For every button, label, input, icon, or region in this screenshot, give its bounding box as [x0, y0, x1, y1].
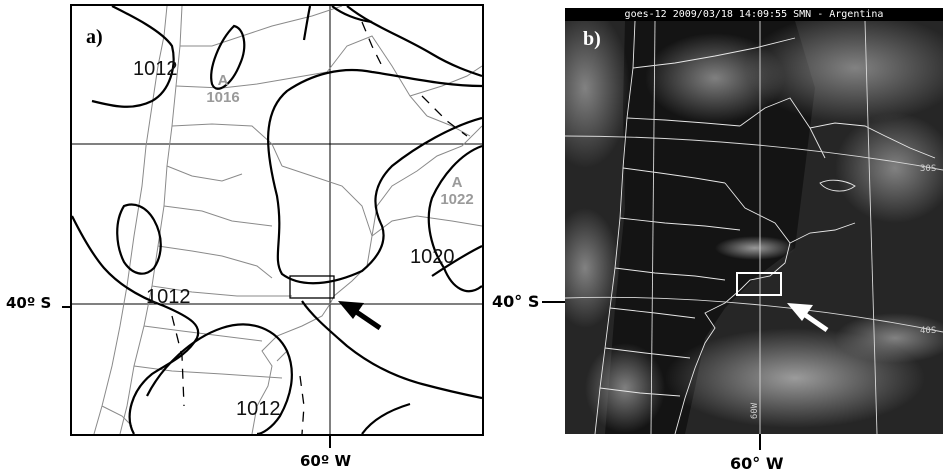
latitude-tick-b [542, 301, 565, 303]
brazil-b [809, 122, 936, 159]
isobar-bottom [361, 402, 411, 434]
map-grid [72, 6, 482, 434]
isobar-1020-tail [431, 245, 482, 277]
satellite-header: goes-12 2009/03/18 14:09:55 SMN - Argent… [565, 8, 943, 21]
latitude-label-a: 40º S [6, 294, 52, 312]
isobar-1020-upper [346, 6, 482, 78]
land-mass [605, 21, 815, 434]
high-value: 1016 [206, 89, 240, 106]
province-border-5 [166, 165, 243, 182]
graticule-label-60w: 60W [750, 402, 761, 420]
border-b-3 [739, 97, 826, 159]
southern-islands [101, 405, 133, 427]
cloud-fields [565, 8, 943, 433]
isobar-1016-closed [210, 24, 246, 90]
isobar-top-2 [302, 6, 312, 41]
satellite-borders [594, 20, 936, 434]
isobar-1012-closed-south [146, 323, 293, 434]
brazil-border-2 [426, 115, 471, 137]
brazil-border [409, 65, 482, 97]
border-b-6 [614, 267, 726, 281]
black-arrow-icon [338, 301, 382, 331]
high-value: 1022 [440, 191, 474, 208]
province-border-8 [151, 285, 292, 297]
graticule-lon-70 [650, 20, 656, 434]
province-border-1 [180, 6, 343, 47]
pressure-map-svg [72, 6, 482, 434]
country-borders [93, 6, 482, 434]
province-border-2 [175, 71, 328, 89]
graticule-lat-40 [565, 296, 943, 333]
border-b-1 [632, 37, 796, 69]
white-arrow-icon [787, 303, 829, 333]
latitude-label-b: 40° S [492, 292, 540, 311]
uruguay-b [789, 222, 856, 244]
province-border-10 [133, 365, 283, 379]
longitude-tick-b [759, 434, 761, 450]
panel-b-label: b) [583, 28, 601, 50]
isobar-label-1012-south: 1012 [236, 398, 281, 420]
uruguay-coast [371, 215, 482, 237]
region-highlight-box [289, 275, 335, 299]
longitude-label-b: 60° W [730, 454, 784, 473]
high-pressure-1022: A 1022 [432, 174, 482, 208]
satellite-image-svg [565, 8, 943, 434]
border-b-9 [599, 387, 681, 397]
panel-a-label: a) [86, 26, 103, 48]
province-border-6 [163, 205, 273, 227]
province-border-9 [143, 325, 263, 342]
border-b-7 [609, 307, 696, 319]
buenos-aires-b [724, 182, 791, 291]
graticule-label-30s: 30S [920, 164, 937, 174]
isobar-1012-closed-west [116, 203, 162, 275]
isobar-lines [72, 6, 482, 434]
lagoon-b [819, 179, 856, 192]
isobar-label-1012-north: 1012 [133, 58, 178, 80]
border-b-8 [604, 347, 691, 359]
dashed-line-3 [171, 315, 185, 407]
pressure-map-panel: a) 1012 1012 1012 1020 A 1016 A 1022 [70, 4, 484, 436]
chile-coast [93, 6, 168, 434]
longitude-label-a: 60º W [300, 452, 352, 470]
isobar-label-1020: 1020 [410, 246, 455, 268]
graticule-lat-30 [565, 135, 943, 171]
longitude-tick-a [329, 436, 331, 448]
isobar-1020-closed [267, 68, 482, 285]
dashed-line-4 [299, 375, 305, 434]
isobar-1012-west [72, 215, 200, 434]
isobar-1012-south [301, 300, 482, 400]
high-letter: A [217, 72, 229, 89]
dashed-line-2 [421, 95, 468, 137]
border-b-5 [619, 217, 741, 231]
border-b-2 [626, 117, 741, 127]
isobar-1012-north [91, 6, 175, 108]
province-border-7 [157, 245, 273, 279]
andes-border [119, 6, 183, 434]
patagonia-coast-b [674, 289, 741, 434]
dashed-line-1 [361, 21, 383, 67]
dashed-lines [171, 21, 468, 434]
satellite-graticule [565, 20, 943, 434]
latitude-tick-a [62, 306, 71, 308]
uruguay-border [371, 125, 482, 237]
high-pressure-1016: A 1016 [198, 72, 248, 106]
patagonia-coast [251, 303, 331, 434]
region-highlight-box-b [736, 272, 782, 296]
andes-border-b [594, 20, 636, 434]
graticule-lon-50 [864, 20, 878, 434]
province-border-3 [326, 35, 428, 117]
border-b-4 [622, 167, 726, 184]
province-border-4 [171, 123, 283, 167]
isobar-label-1012-west: 1012 [146, 286, 191, 308]
high-letter: A [451, 174, 463, 191]
graticule-label-40s: 40S [920, 326, 937, 336]
buenos-aires-coast [281, 165, 373, 305]
isobar-1020-east [427, 144, 482, 293]
satellite-image-panel: goes-12 2009/03/18 14:09:55 SMN - Argent… [565, 8, 943, 434]
